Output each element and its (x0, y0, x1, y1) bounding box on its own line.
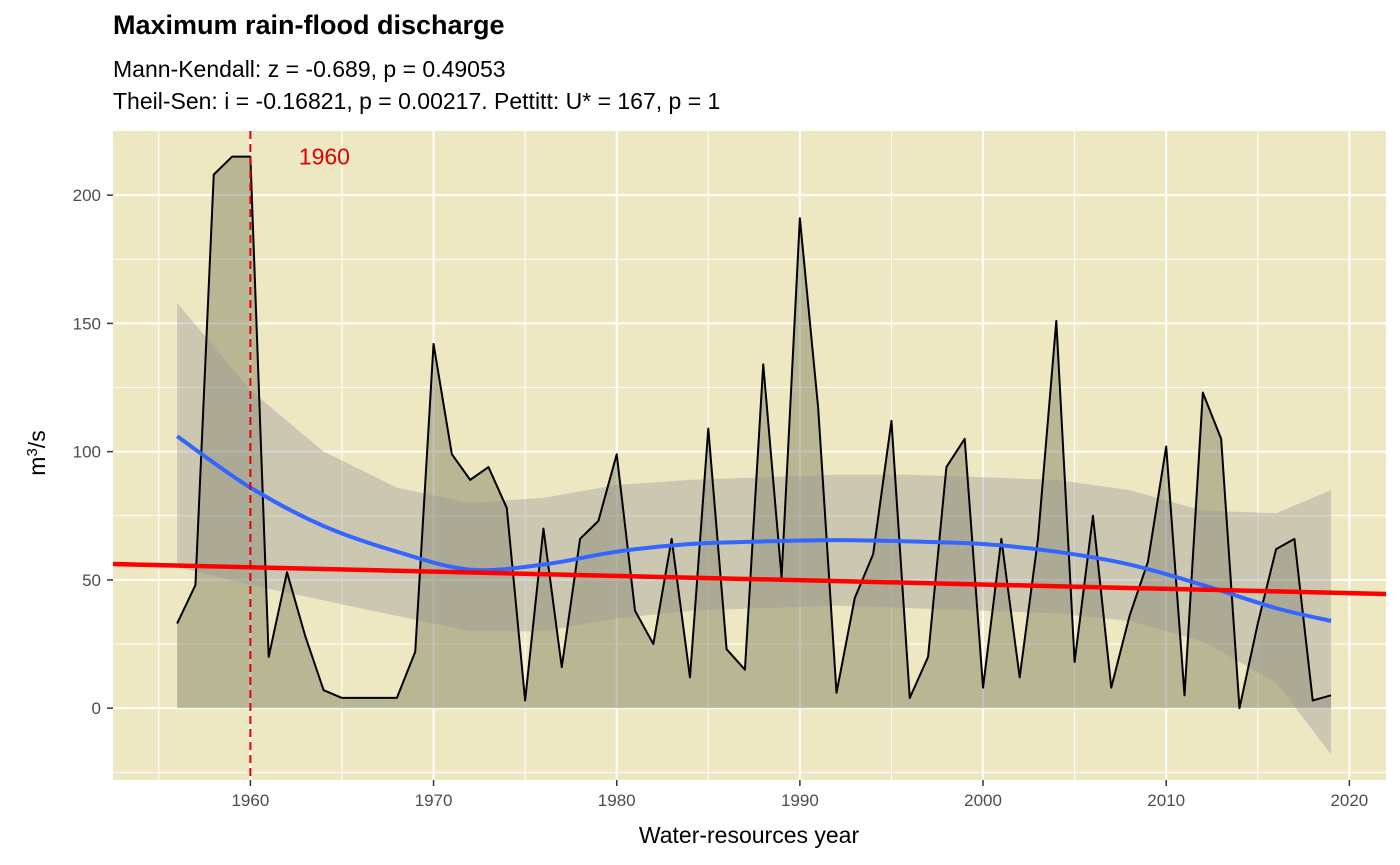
y-tick-label: 0 (92, 699, 101, 718)
x-axis-title: Water-resources year (639, 822, 860, 848)
x-tick-label: 1960 (231, 791, 269, 810)
x-tick-label: 1970 (415, 791, 453, 810)
plot-panel-background (113, 131, 1386, 780)
series-line-layer (112, 155, 1387, 710)
y-tick-label: 150 (73, 314, 101, 333)
x-tick-label: 1980 (598, 791, 636, 810)
y-tick-label: 200 (73, 186, 101, 205)
chart-subtitle-mann-kendall: Mann-Kendall: z = -0.689, p = 0.49053 (113, 56, 506, 82)
y-tick-label: 100 (73, 443, 101, 462)
y-axis-title: m3/s (24, 430, 51, 475)
theil-sen-trend-line (112, 561, 1387, 597)
loess-trend-line (175, 434, 1332, 623)
x-tick-label: 2000 (964, 791, 1002, 810)
changepoint-layer: 1960 (249, 131, 350, 780)
grid-lines (113, 131, 1386, 780)
x-tick-label: 2010 (1147, 791, 1185, 810)
x-tick-label: 2020 (1330, 791, 1368, 810)
y-tick-label: 50 (82, 571, 101, 590)
changepoint-label: 1960 (299, 143, 350, 169)
chart-title: Maximum rain-flood discharge (113, 10, 505, 40)
chart-subtitle-theil-sen-pettitt: Theil-Sen: i = -0.16821, p = 0.00217. Pe… (113, 88, 721, 114)
axes-layer: 1960 1970 1980 1990 2000 2010 2020 0 50 100 150 200 (73, 186, 1369, 810)
x-tick-label: 1990 (781, 791, 819, 810)
